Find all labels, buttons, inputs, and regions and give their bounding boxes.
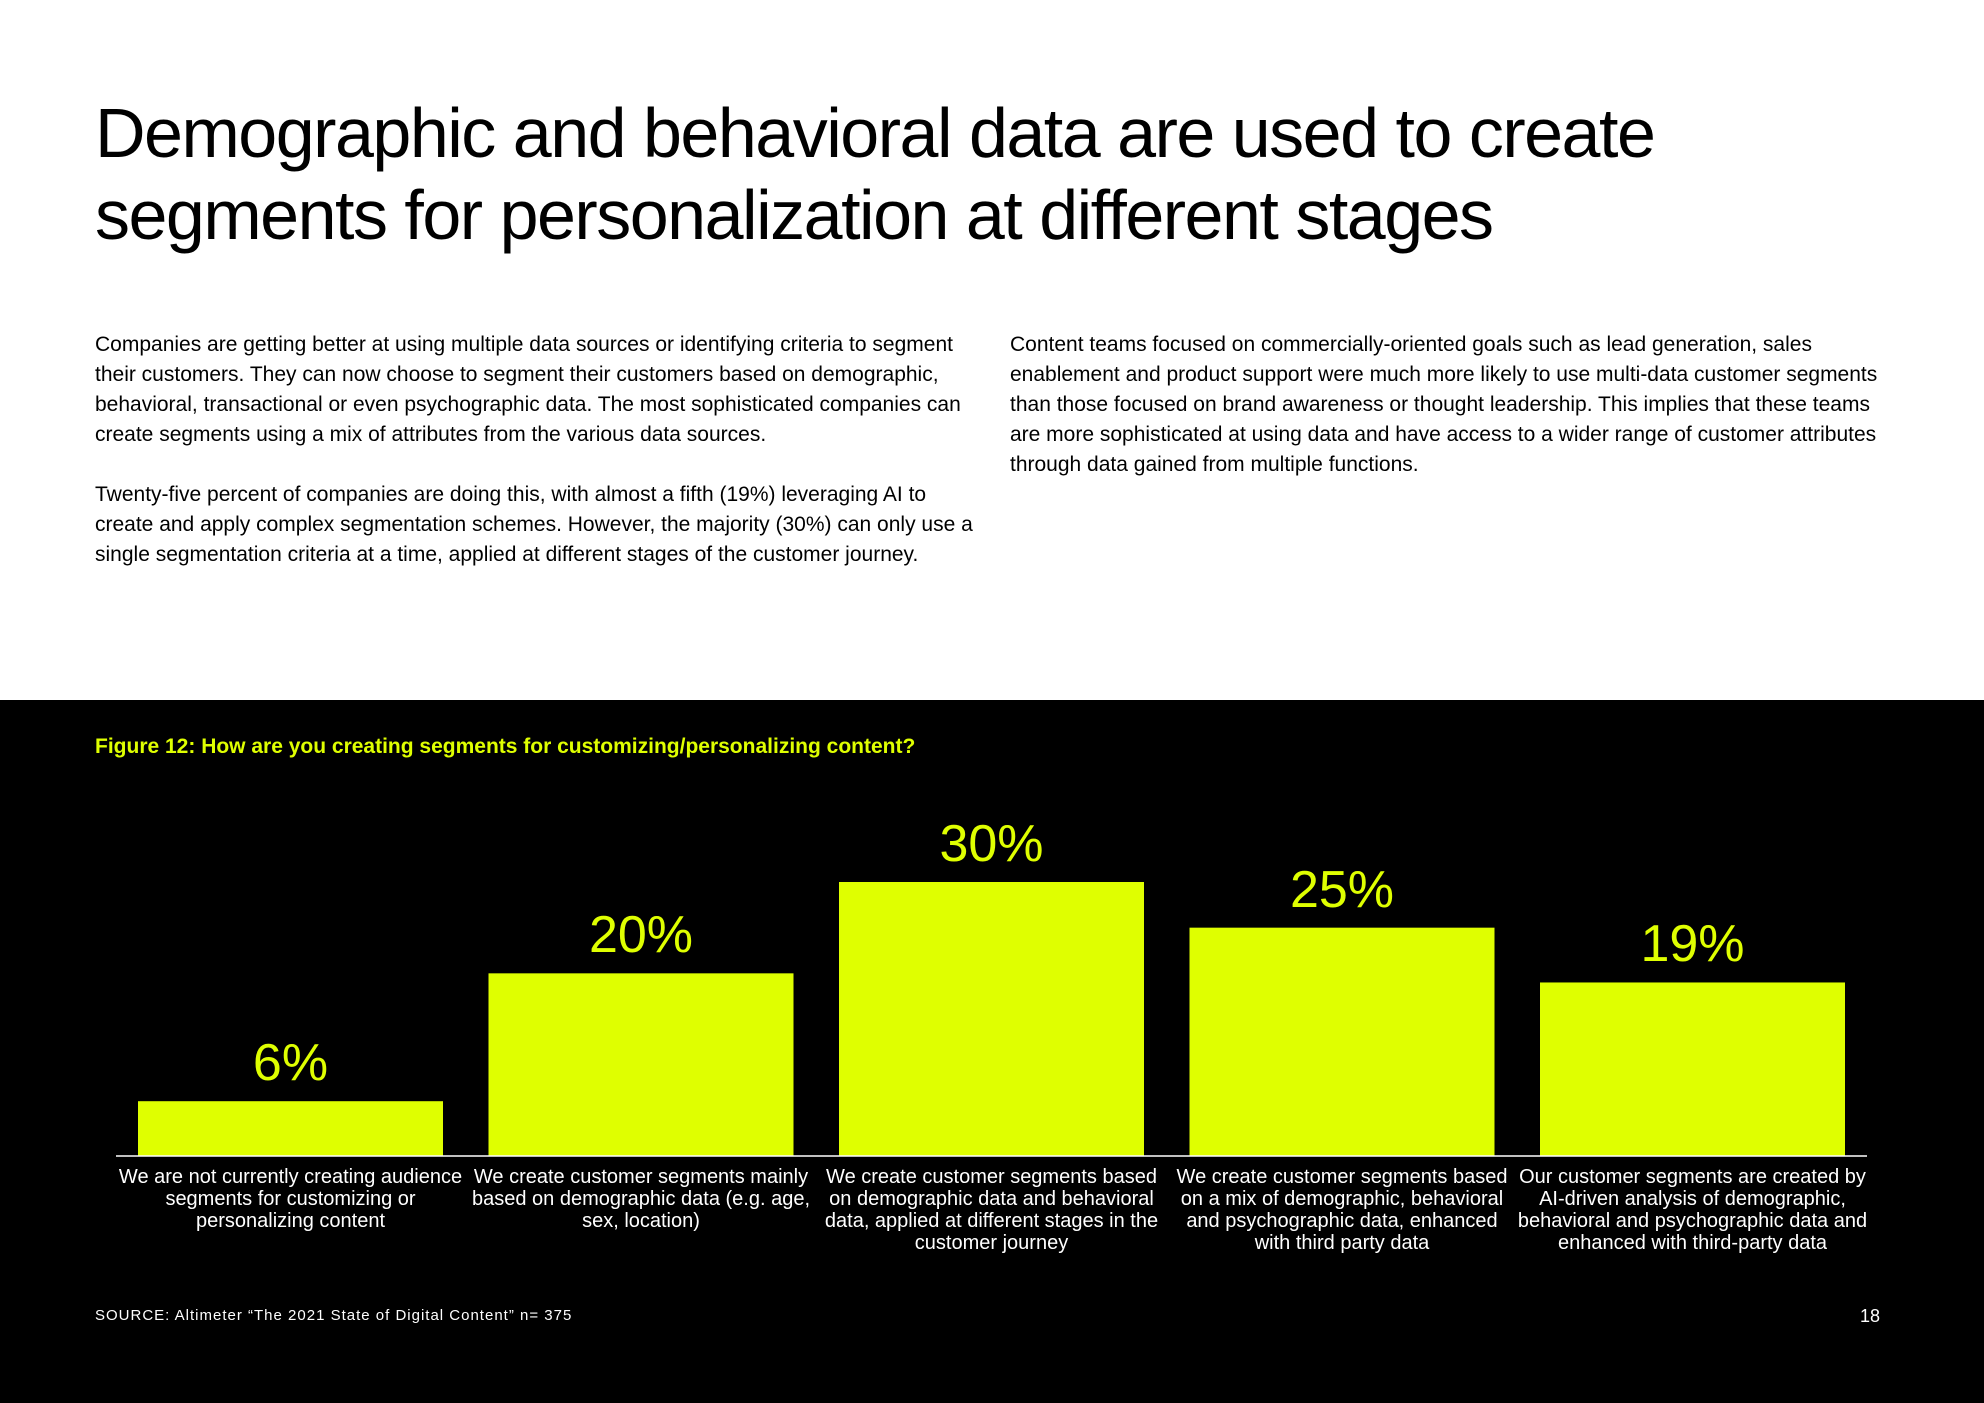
source: SOURCE: Altimeter “The 2021 State of Dig… <box>95 1307 573 1324</box>
chart <box>116 882 1867 1157</box>
bar <box>138 1101 443 1156</box>
value-label: 6% <box>252 1034 329 1093</box>
bar <box>839 882 1144 1156</box>
left-column: Companies are getting better at using mu… <box>95 330 975 600</box>
value-label: 30% <box>939 815 1044 873</box>
value-label: 19% <box>1640 915 1745 974</box>
page-number: 18 <box>1859 1306 1880 1326</box>
paragraph: Content teams focused on commercially-or… <box>1010 333 1878 476</box>
category-label: We are not currently creating audience s… <box>118 1166 463 1232</box>
category-label: Our customer segments are created by AI-… <box>1517 1166 1868 1254</box>
bar <box>1189 927 1495 1156</box>
paragraph: Companies are getting better at using mu… <box>95 333 961 446</box>
category-label: We create customer segments based on dem… <box>824 1166 1159 1254</box>
value-label: 20% <box>588 906 694 965</box>
paragraph: Twenty-five percent of companies are doi… <box>95 483 973 566</box>
page-title: Demographic and behavioral data are used… <box>95 94 1656 254</box>
bar <box>488 973 794 1156</box>
bar <box>1540 982 1845 1156</box>
category-label: We create customer segments mainly based… <box>471 1166 811 1232</box>
category-label: We create customer segments based on a m… <box>1176 1166 1508 1254</box>
right-column: Content teams focused on commercially-or… <box>1010 330 1890 510</box>
value-label: 25% <box>1289 860 1395 919</box>
chart-title: Figure 12: How are you creating segments… <box>95 735 916 758</box>
